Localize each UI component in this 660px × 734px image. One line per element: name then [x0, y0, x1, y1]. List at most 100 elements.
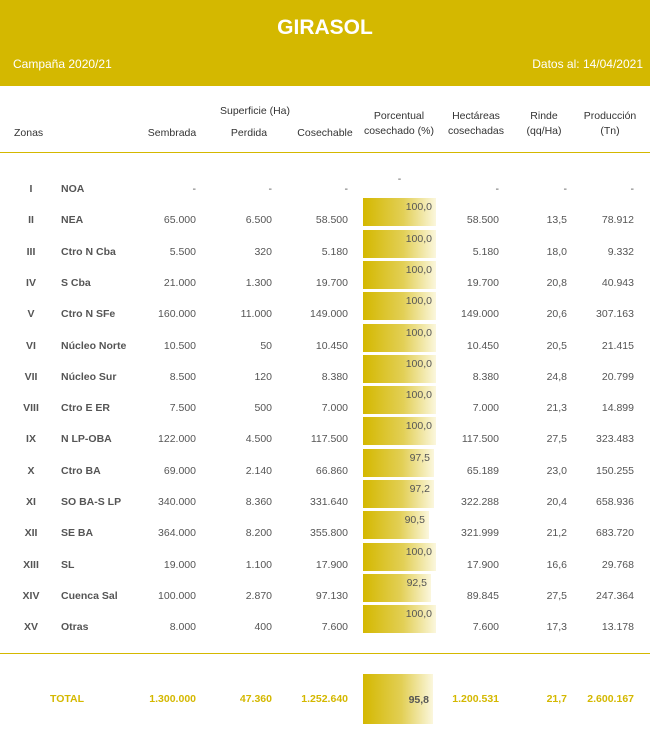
- row-sembrada: 364.000: [158, 527, 196, 539]
- row-zone-name: Ctro E ER: [61, 402, 111, 414]
- col-header-zonas: Zonas: [14, 127, 44, 139]
- row-pct-value: 100,0: [405, 201, 432, 213]
- title-banner: GIRASOL Campaña 2020/21 Datos al: 14/04/…: [0, 0, 650, 86]
- row-rinde: 20,8: [546, 277, 567, 289]
- row-rinde: 21,3: [546, 402, 567, 414]
- row-produccion: 29.768: [601, 559, 634, 571]
- row-perdida: 6.500: [245, 214, 272, 226]
- row-zone-number: XI: [26, 496, 36, 508]
- row-pct-bar: 100,0: [363, 261, 436, 289]
- row-rinde: 18,0: [546, 246, 567, 258]
- row-zone-name: NEA: [61, 214, 84, 226]
- row-pct-bar: 90,5: [363, 511, 429, 539]
- col-header-cosechable: Cosechable: [297, 127, 353, 139]
- total-perdida: 47.360: [239, 693, 272, 705]
- row-cosechable: -: [344, 183, 349, 195]
- row-hectareas: 322.288: [461, 496, 499, 508]
- row-zone-name: Ctro BA: [61, 465, 101, 477]
- data-date: Datos al: 14/04/2021: [532, 57, 643, 71]
- row-rinde: 27,5: [546, 433, 567, 445]
- row-hectareas: 117.500: [461, 433, 499, 445]
- row-pct-bar: 100,0: [363, 324, 436, 352]
- row-zone-number: IX: [26, 433, 36, 445]
- row-cosechable: 331.640: [310, 496, 348, 508]
- col-header-hectareas: Hectáreas cosechadas: [440, 109, 512, 139]
- row-zone-name: Núcleo Norte: [61, 340, 127, 352]
- row-zone-name: Otras: [61, 621, 89, 633]
- row-cosechable: 66.860: [315, 465, 348, 477]
- row-sembrada: 8.000: [169, 621, 196, 633]
- row-pct-value: 97,5: [409, 452, 430, 464]
- row-cosechable: 8.380: [321, 371, 348, 383]
- row-hectareas: 8.380: [472, 371, 499, 383]
- row-zone-number: VII: [24, 371, 38, 383]
- row-rinde: 27,5: [546, 590, 567, 602]
- row-perdida: 8.360: [245, 496, 272, 508]
- total-cosechable: 1.252.640: [301, 693, 348, 705]
- row-zone-number: III: [26, 246, 36, 258]
- col-header-superficie: Superficie (Ha): [219, 105, 291, 117]
- row-perdida: 2.140: [245, 465, 272, 477]
- row-pct-value: 100,0: [405, 295, 432, 307]
- row-produccion: 9.332: [607, 246, 634, 258]
- row-zone-number: VIII: [23, 402, 39, 414]
- row-sembrada: 10.500: [163, 340, 196, 352]
- total-sembrada: 1.300.000: [149, 693, 196, 705]
- row-sembrada: 100.000: [158, 590, 196, 602]
- row-cosechable: 7.000: [321, 402, 348, 414]
- row-pct-bar: 100,0: [363, 198, 436, 226]
- row-pct-value: 100,0: [405, 546, 432, 558]
- row-pct-bar: 97,5: [363, 449, 434, 477]
- row-rinde: 20,5: [546, 340, 567, 352]
- row-produccion: 13.178: [601, 621, 634, 633]
- col-header-porcentual: Porcentual cosechado (%): [360, 109, 438, 139]
- row-hectareas: 65.189: [466, 465, 499, 477]
- row-hectareas: 7.000: [472, 402, 499, 414]
- row-perdida: 500: [254, 402, 272, 414]
- row-rinde: -: [563, 183, 568, 195]
- row-cosechable: 97.130: [315, 590, 348, 602]
- row-pct-bar: 100,0: [363, 543, 436, 571]
- row-hectareas: 149.000: [461, 308, 499, 320]
- row-perdida: 2.870: [245, 590, 272, 602]
- row-hectareas: 58.500: [466, 214, 499, 226]
- col-header-produccion-line1: Producción: [583, 110, 637, 122]
- row-zone-number: X: [27, 465, 35, 477]
- col-header-perdida: Perdida: [230, 127, 268, 139]
- total-hectareas: 1.200.531: [452, 693, 499, 705]
- row-zone-name: SL: [61, 559, 75, 571]
- row-produccion: 150.255: [596, 465, 634, 477]
- row-produccion: 658.936: [596, 496, 634, 508]
- row-hectareas: 10.450: [466, 340, 499, 352]
- total-rinde: 21,7: [546, 693, 567, 705]
- row-sembrada: 19.000: [163, 559, 196, 571]
- row-cosechable: 5.180: [321, 246, 348, 258]
- row-rinde: 23,0: [546, 465, 567, 477]
- row-pct-bar: 100,0: [363, 417, 436, 445]
- row-pct-value: 100,0: [405, 608, 432, 620]
- row-pct-value: 100,0: [405, 358, 432, 370]
- row-zone-name: S Cba: [61, 277, 91, 289]
- row-zone-name: Ctro N Cba: [61, 246, 116, 258]
- col-header-rinde-line1: Rinde: [530, 110, 558, 122]
- row-produccion: 21.415: [601, 340, 634, 352]
- row-produccion: 247.364: [596, 590, 634, 602]
- col-header-hectareas-line2: cosechadas: [447, 125, 505, 137]
- row-sembrada: 5.500: [169, 246, 196, 258]
- row-produccion: 323.483: [596, 433, 634, 445]
- row-pct-bar: 100,0: [363, 605, 436, 633]
- row-produccion: -: [630, 183, 635, 195]
- header-divider: [0, 152, 650, 153]
- row-sembrada: 65.000: [163, 214, 196, 226]
- row-hectareas: 19.700: [466, 277, 499, 289]
- row-cosechable: 149.000: [310, 308, 348, 320]
- row-pct-bar: 97,2: [363, 480, 434, 508]
- row-zone-number: XIII: [23, 559, 39, 571]
- row-produccion: 78.912: [601, 214, 634, 226]
- campaign-label: Campaña 2020/21: [13, 57, 112, 71]
- row-pct-value: 90,5: [404, 514, 425, 526]
- col-header-sembrada: Sembrada: [147, 127, 197, 139]
- row-zone-name: Núcleo Sur: [61, 371, 117, 383]
- row-zone-number: I: [29, 183, 33, 195]
- col-header-hectareas-line1: Hectáreas: [452, 110, 500, 122]
